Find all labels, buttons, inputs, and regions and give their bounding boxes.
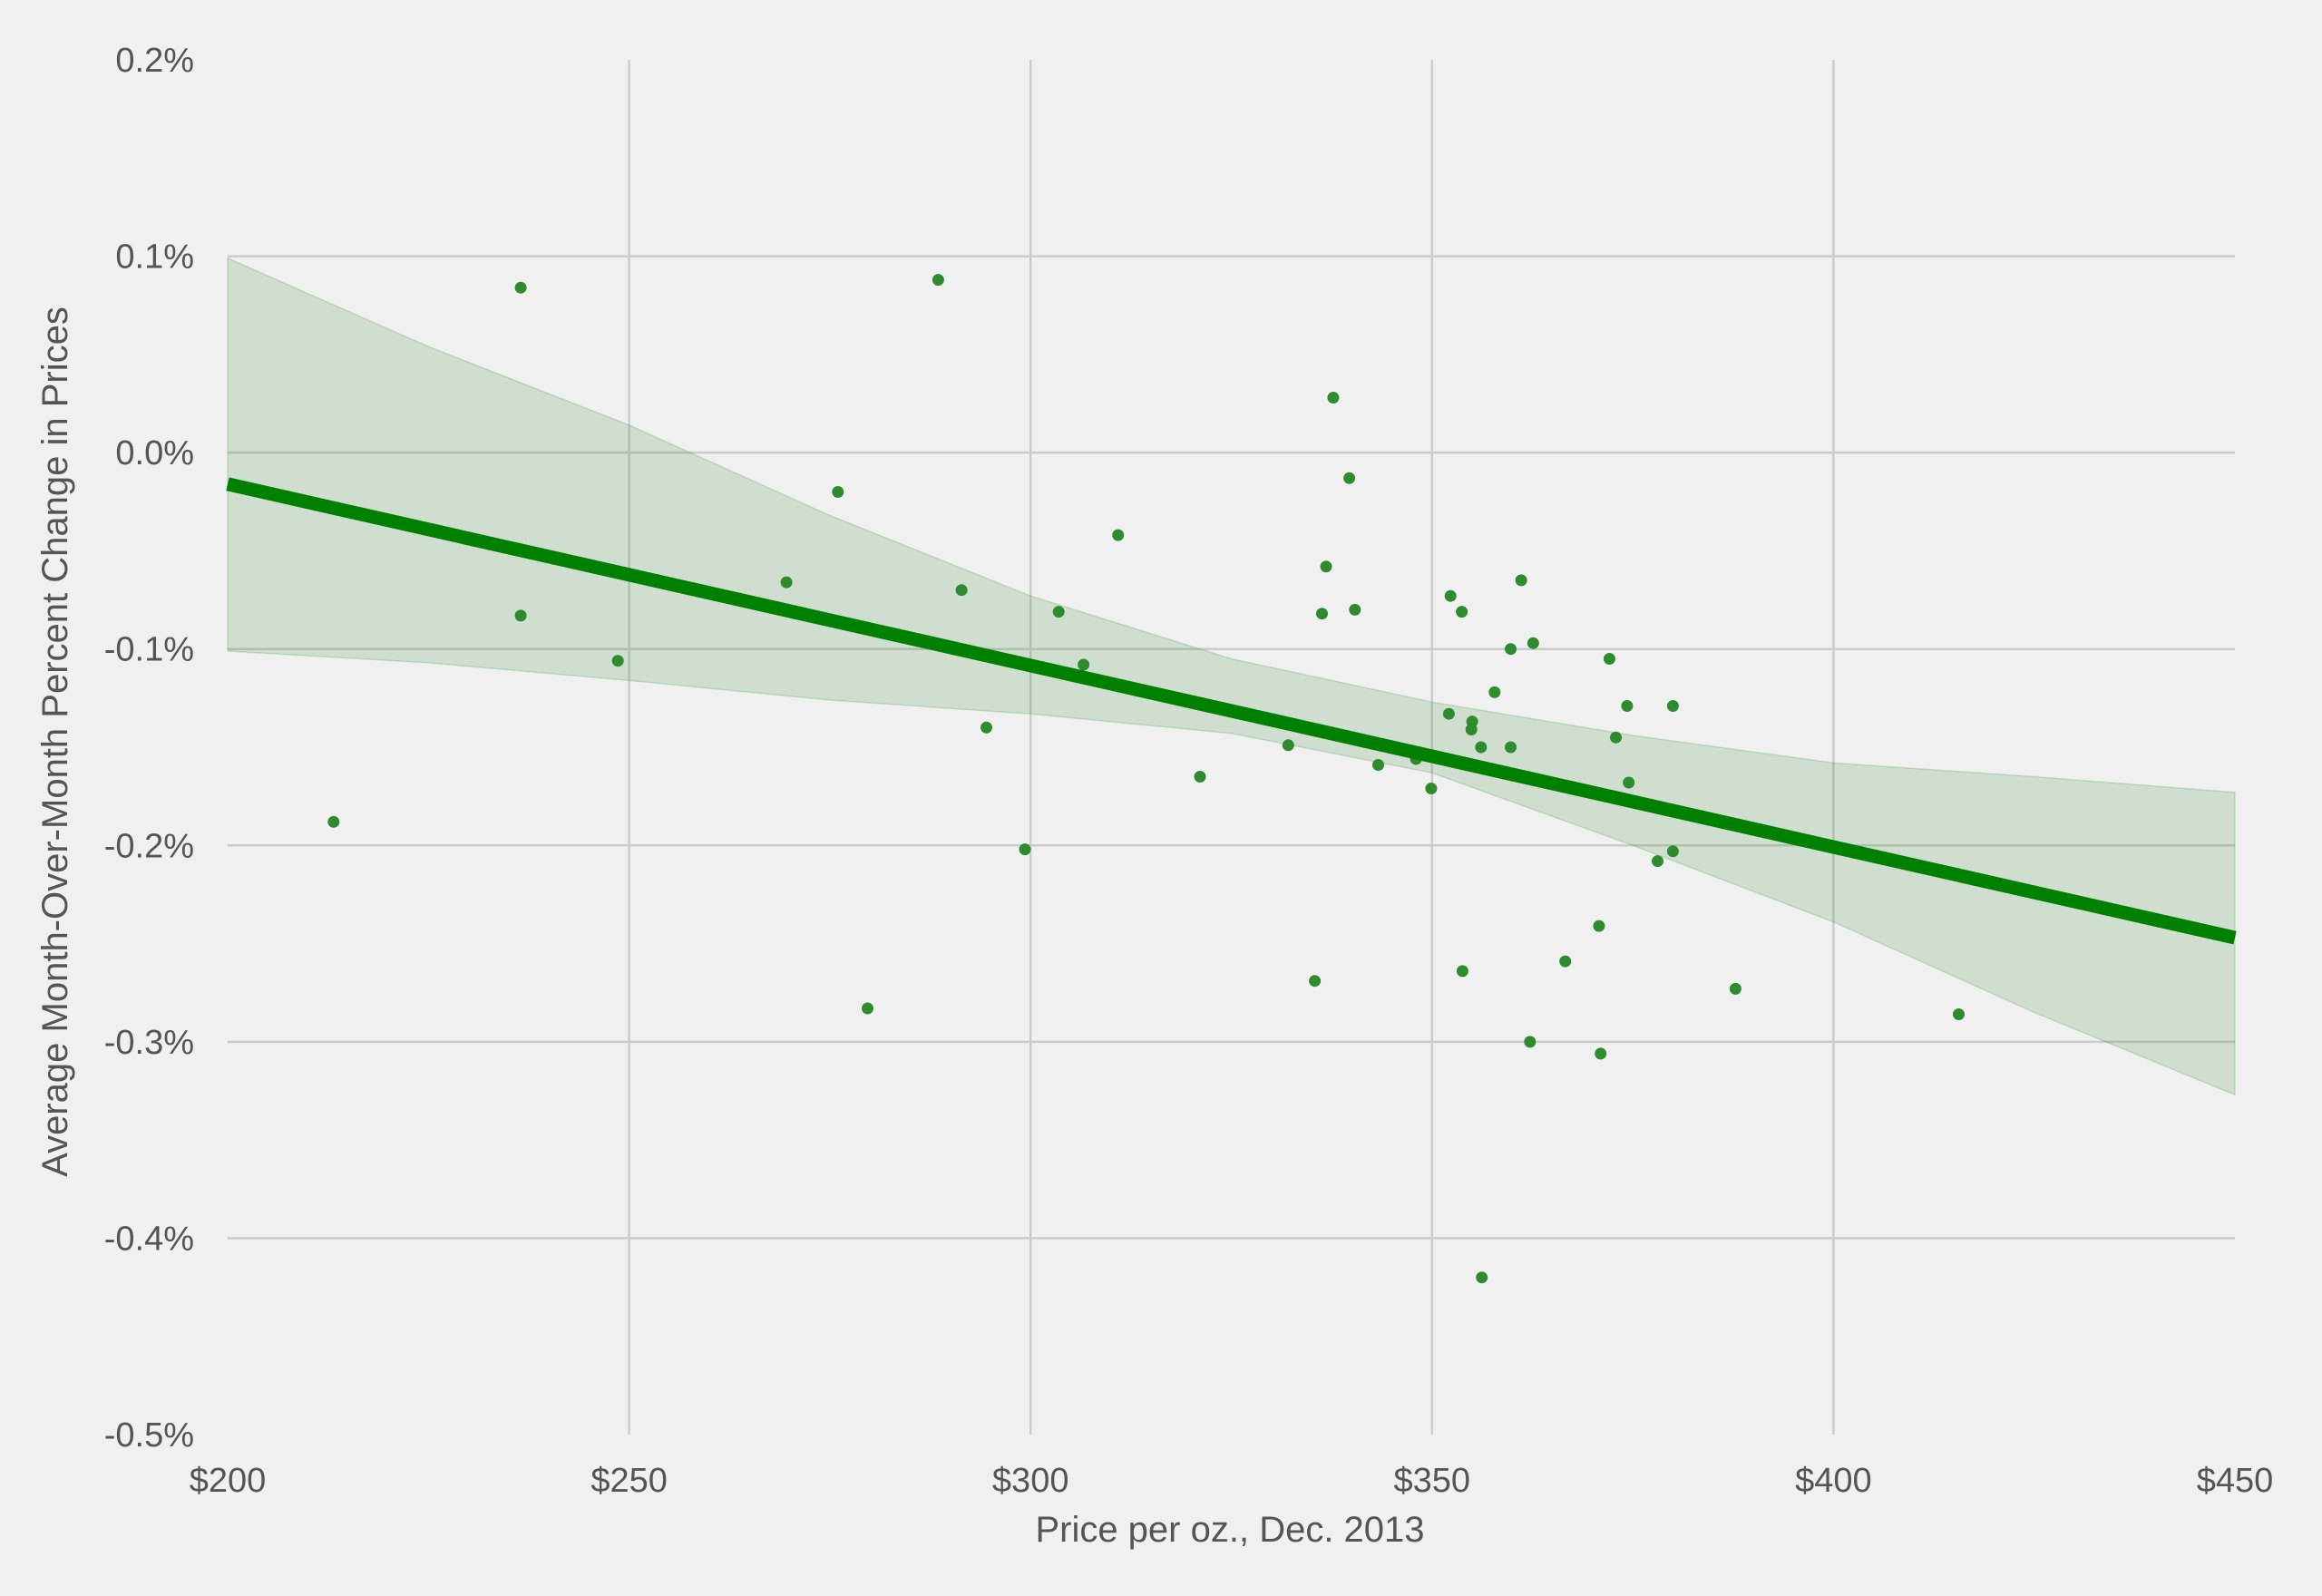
data-point [1515,574,1527,587]
data-point [1320,560,1332,573]
data-point [1527,637,1539,649]
y-tick-label: 0.0% [115,434,194,472]
data-point [1666,845,1679,858]
data-point [1488,686,1501,698]
y-tick-label: 0.2% [115,42,194,80]
data-point [1019,843,1031,856]
data-point [832,486,844,498]
data-point [1666,700,1679,712]
data-point [1505,741,1517,754]
data-point [514,281,527,294]
y-tick-label: -0.4% [104,1220,194,1258]
y-tick-label: 0.1% [115,238,194,277]
data-point [1476,1271,1488,1284]
data-point [1593,920,1605,932]
data-point [1442,707,1455,720]
y-axis-label: Average Month-Over-Month Percent Change … [35,307,75,1177]
regression-line-path [226,477,2237,945]
y-tick-label: -0.5% [104,1416,194,1455]
data-point [1316,608,1328,620]
x-tick-label: $300 [992,1462,1069,1500]
data-point [1194,771,1206,783]
x-tick-label: $400 [1795,1462,1872,1500]
data-point [611,655,624,667]
data-point [1349,603,1361,616]
data-point [1610,731,1622,744]
data-point [514,609,527,622]
data-point [955,584,968,597]
x-tick-label: $350 [1394,1462,1471,1500]
data-point [1652,855,1663,868]
data-point [1475,741,1488,754]
data-point [981,721,992,734]
data-point [1444,589,1457,602]
data-point [1621,700,1634,712]
data-point [1953,1008,1965,1020]
data-point [1327,392,1340,404]
data-point [1623,776,1635,789]
data-point [862,1002,873,1015]
x-axis-label: Price per oz., Dec. 2013 [1035,1510,1424,1550]
data-point [1112,529,1125,541]
data-point [1456,965,1468,978]
y-tick-label: -0.3% [104,1024,194,1062]
x-tick-label: $450 [2197,1462,2274,1500]
y-tick-label: -0.1% [104,631,194,669]
scatter-points [327,274,1965,1284]
data-point [1425,783,1438,794]
data-point [1078,658,1090,671]
data-point [1372,759,1384,771]
data-point [327,815,340,828]
data-point [1309,975,1322,988]
regression-line [226,477,2237,945]
data-point [1559,955,1572,968]
y-tick-label: -0.2% [104,827,194,865]
data-point [1466,715,1478,728]
confidence-band-area [227,257,2236,1096]
data-point [1524,1036,1537,1048]
data-point [1729,982,1742,995]
data-point [1456,606,1468,618]
data-point [780,576,793,589]
data-point [1052,606,1065,618]
confidence-band [227,257,2236,1096]
data-point [1282,739,1294,752]
data-point [1595,1047,1607,1060]
grid [228,60,2235,1435]
tick-labels: $200 $250 $300 $350 $400 $450 0.2% 0.1% 0.0% -0.1… [104,42,2274,1500]
data-point [932,274,944,287]
data-point [1343,472,1356,484]
x-tick-label: $200 [190,1462,267,1500]
x-tick-label: $250 [590,1462,668,1500]
data-point [1505,643,1517,656]
data-point [1603,653,1615,665]
